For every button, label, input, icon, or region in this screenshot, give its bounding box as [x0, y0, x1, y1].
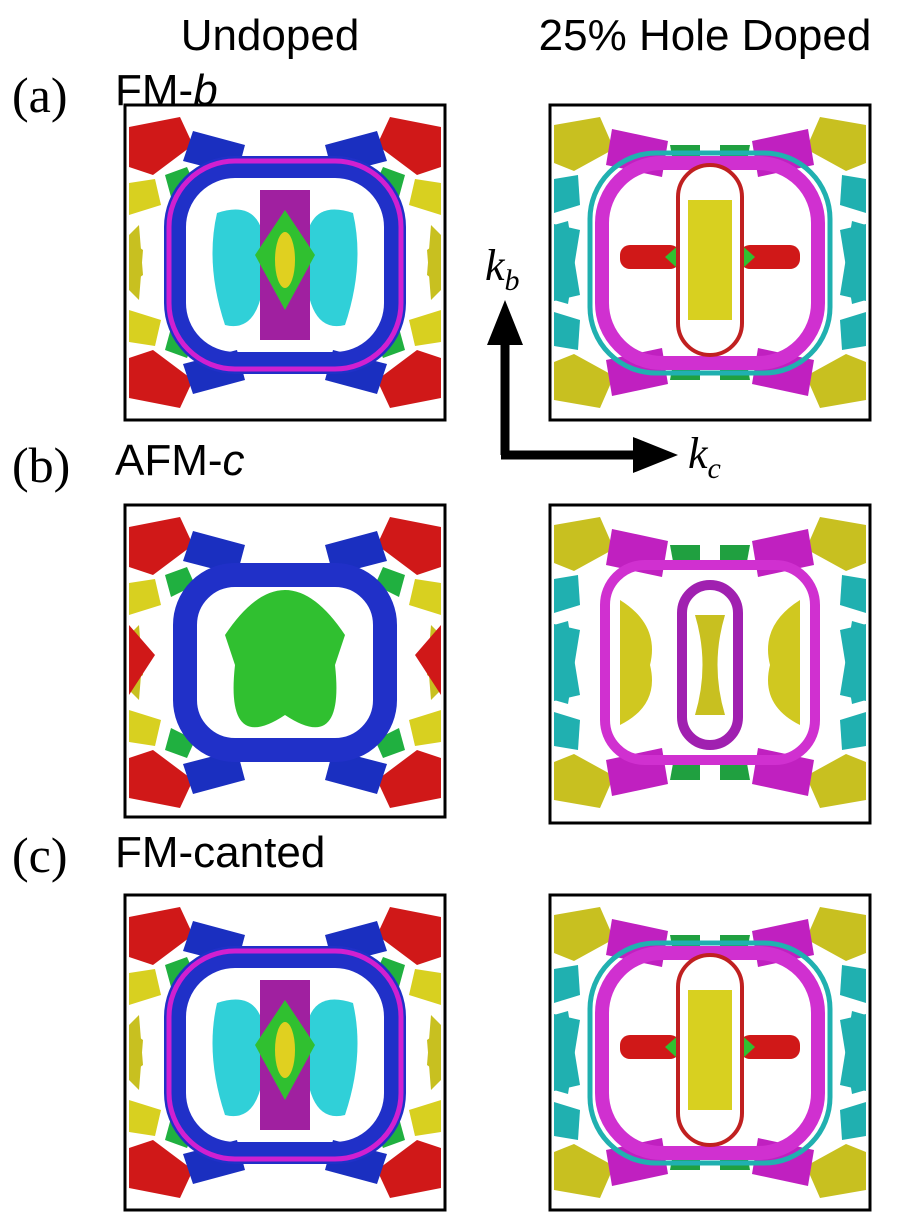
label-text: AFM-	[115, 436, 223, 485]
shape	[129, 907, 441, 1198]
row-label: AFM-c	[115, 436, 245, 485]
panel	[550, 505, 870, 823]
column-header: 25% Hole Doped	[539, 11, 872, 60]
axis-subscript: b	[505, 264, 520, 297]
column-header: Undoped	[181, 11, 360, 60]
axis-subscript: c	[708, 452, 721, 485]
row-tag: (a)	[12, 67, 68, 123]
figure: Undoped 25% Hole Doped (a) FM-b (b) AFM-…	[0, 0, 913, 1215]
label-italic: b	[193, 66, 217, 115]
label-text: FM-	[115, 66, 193, 115]
shape	[633, 437, 678, 473]
axis-symbol: k	[485, 241, 506, 290]
axis-symbol: k	[688, 429, 709, 478]
axis-label: kc	[688, 429, 721, 485]
panel	[125, 895, 445, 1210]
label-italic: c	[223, 436, 245, 485]
shape	[554, 907, 866, 1198]
shape	[129, 517, 441, 808]
row-label: FM-b	[115, 66, 218, 115]
panel	[550, 105, 870, 420]
row-tag: (c)	[12, 827, 68, 883]
axis-label: kb	[485, 241, 520, 297]
shape	[554, 517, 866, 808]
panel	[125, 505, 445, 817]
row-tag: (b)	[12, 437, 70, 493]
shape	[554, 117, 866, 408]
row-label: FM-canted	[115, 828, 325, 877]
shape	[129, 117, 441, 408]
shape	[487, 300, 523, 345]
panel	[125, 105, 445, 420]
panel	[550, 895, 870, 1210]
